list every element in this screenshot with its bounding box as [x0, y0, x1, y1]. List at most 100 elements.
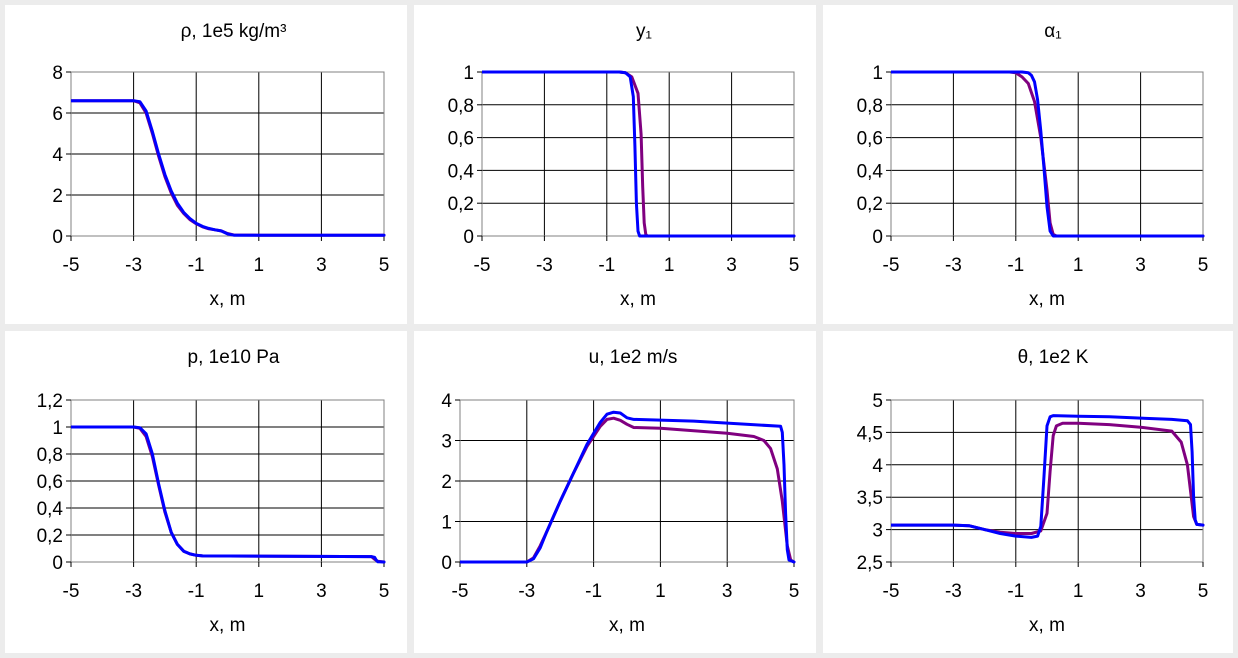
x-tick-label: -1 — [1007, 255, 1024, 276]
y-tick-label: 0,6 — [857, 129, 883, 150]
y-tick-label: 0,8 — [857, 96, 883, 117]
y-tick-label: 0,2 — [37, 526, 63, 547]
x-tick-label: 5 — [1198, 255, 1209, 276]
chart-temperature: θ, 1e2 K 2,5 3 3,5 4 4,5 5 -5 -3 -1 1 3 5 x, m — [857, 347, 1209, 636]
y-tick-label: 1,2 — [37, 391, 63, 412]
x-tick-label: -1 — [1007, 581, 1024, 602]
x-tick-label: 3 — [1135, 255, 1146, 276]
y-tick-label: 4 — [52, 145, 63, 166]
y-tick-label: 0 — [52, 227, 63, 248]
chart-title: ρ, 1e5 kg/m³ — [181, 21, 287, 42]
x-tick-label: -5 — [883, 255, 900, 276]
x-tick-label: 3 — [316, 255, 327, 276]
chart-title: θ, 1e2 K — [1018, 347, 1089, 368]
x-tick-label: -3 — [125, 581, 142, 602]
y-tick-label: 0 — [441, 553, 452, 574]
chart-title: u, 1e2 m/s — [589, 347, 678, 368]
series-line-purple — [71, 425, 386, 564]
x-tick-label: -5 — [474, 255, 491, 276]
x-tick-label: 5 — [379, 255, 390, 276]
x-tick-label: 3 — [722, 581, 733, 602]
y-tick-label: 0,4 — [448, 161, 475, 182]
series-line-blue — [891, 414, 1205, 539]
chart-title: α₁ — [1044, 21, 1061, 42]
x-tick-label: -1 — [188, 581, 205, 602]
y-tick-label: 5 — [872, 391, 883, 412]
x-tick-label: -5 — [63, 581, 80, 602]
x-tick-label: 5 — [379, 581, 390, 602]
x-tick-label: -3 — [518, 581, 535, 602]
y-tick-label: 3,5 — [857, 488, 883, 509]
y-tick-label: 0,8 — [37, 445, 63, 466]
chart-pressure: p, 1e10 Pa 0 0,2 0,4 0,6 0,8 1 1,2 -5 -3 -1 1 3 5 x, m — [37, 347, 390, 636]
x-axis-label: x, m — [210, 289, 246, 310]
y-tick-label: 0,4 — [37, 499, 64, 520]
x-axis-label: x, m — [1029, 289, 1065, 310]
x-tick-label: -1 — [188, 255, 205, 276]
chart-title: p, 1e10 Pa — [188, 347, 280, 368]
x-tick-label: -5 — [883, 581, 900, 602]
x-tick-label: 1 — [664, 255, 675, 276]
x-tick-label: -3 — [945, 581, 962, 602]
y-tick-label: 0,2 — [857, 194, 883, 215]
x-tick-label: 1 — [254, 581, 265, 602]
plot-area — [890, 71, 1204, 237]
y-tick-label: 1 — [463, 63, 474, 84]
x-axis-label: x, m — [620, 289, 656, 310]
y-tick-label: 0 — [52, 553, 63, 574]
series-line-blue — [482, 70, 796, 238]
plot-area — [890, 399, 1204, 563]
series-line-blue — [71, 99, 386, 237]
y-tick-label: 8 — [52, 63, 63, 84]
chart-panel-mass-fraction: y₁ 0 0,2 0,4 0,6 0,8 1 -5 -3 -1 1 3 5 x, m — [414, 5, 816, 324]
x-tick-label: 5 — [1198, 581, 1209, 602]
series-line-purple — [460, 416, 796, 564]
chart-mass-fraction: y₁ 0 0,2 0,4 0,6 0,8 1 -5 -3 -1 1 3 5 x, m — [448, 21, 800, 310]
x-tick-label: 1 — [655, 581, 666, 602]
y-tick-label: 1 — [52, 418, 63, 439]
x-tick-label: -3 — [125, 255, 142, 276]
chart-panel-velocity: u, 1e2 m/s 0 1 2 3 4 -5 -3 -1 1 3 5 x, m — [414, 331, 816, 653]
chart-velocity: u, 1e2 m/s 0 1 2 3 4 -5 -3 -1 1 3 5 x, m — [441, 347, 800, 636]
x-axis-label: x, m — [1029, 615, 1065, 636]
y-tick-label: 0,2 — [448, 194, 474, 215]
x-tick-label: -1 — [598, 255, 615, 276]
plot-area — [481, 71, 795, 237]
x-tick-label: 5 — [789, 255, 800, 276]
x-tick-label: -3 — [536, 255, 553, 276]
y-tick-label: 1 — [441, 513, 452, 534]
series-line-blue — [891, 70, 1205, 238]
y-tick-label: 6 — [52, 104, 63, 125]
y-tick-label: 2,5 — [857, 553, 883, 574]
series-line-blue — [460, 410, 796, 564]
x-tick-label: 1 — [1073, 581, 1084, 602]
y-tick-label: 0 — [872, 227, 883, 248]
x-axis-label: x, m — [210, 615, 246, 636]
x-tick-label: -3 — [945, 255, 962, 276]
y-tick-label: 0,6 — [37, 472, 63, 493]
x-tick-label: 3 — [726, 255, 737, 276]
y-tick-label: 4 — [441, 391, 452, 412]
x-tick-label: 3 — [316, 581, 327, 602]
y-tick-label: 0,4 — [857, 161, 884, 182]
x-axis-label: x, m — [609, 615, 645, 636]
chart-volume-fraction: α₁ 0 0,2 0,4 0,6 0,8 1 -5 -3 -1 1 3 5 x, m — [857, 21, 1209, 310]
x-tick-label: -1 — [585, 581, 602, 602]
x-tick-label: 1 — [254, 255, 265, 276]
chart-panel-volume-fraction: α₁ 0 0,2 0,4 0,6 0,8 1 -5 -3 -1 1 3 5 x, m — [823, 5, 1233, 324]
y-tick-label: 1 — [872, 63, 883, 84]
chart-panel-density: ρ, 1e5 kg/m³ 0 2 4 6 8 -5 -3 -1 1 3 5 x, m — [5, 5, 407, 324]
x-tick-label: -5 — [63, 255, 80, 276]
x-tick-label: 5 — [789, 581, 800, 602]
series-line-purple — [71, 99, 386, 237]
x-tick-label: 1 — [1073, 255, 1084, 276]
chart-panel-temperature: θ, 1e2 K 2,5 3 3,5 4 4,5 5 -5 -3 -1 1 3 5 x, m — [823, 331, 1233, 653]
y-tick-label: 4 — [872, 456, 883, 477]
series-line-blue — [71, 425, 386, 564]
chart-title: y₁ — [636, 21, 652, 42]
chart-panel-pressure: p, 1e10 Pa 0 0,2 0,4 0,6 0,8 1 1,2 -5 -3 -1 1 3 5 x, m — [5, 331, 407, 653]
chart-density: ρ, 1e5 kg/m³ 0 2 4 6 8 -5 -3 -1 1 3 5 x, m — [52, 21, 390, 310]
y-tick-label: 0,8 — [448, 96, 474, 117]
y-tick-label: 2 — [52, 186, 63, 207]
y-tick-label: 0,6 — [448, 129, 474, 150]
